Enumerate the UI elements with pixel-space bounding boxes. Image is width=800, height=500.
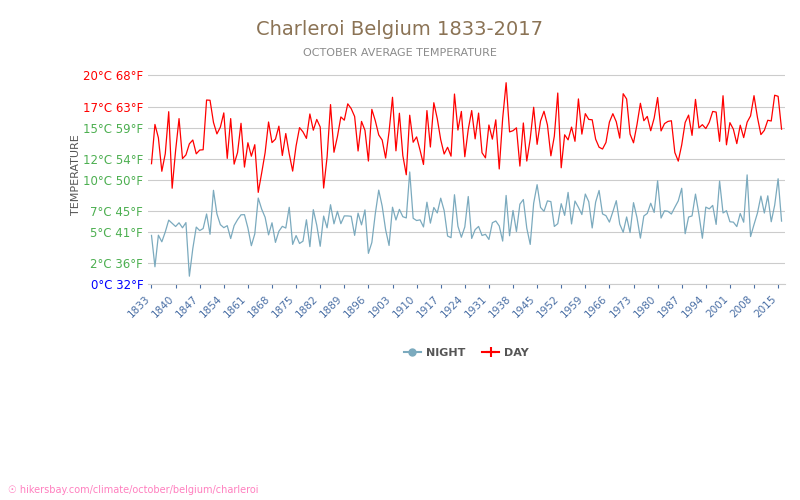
Text: Charleroi Belgium 1833-2017: Charleroi Belgium 1833-2017	[257, 20, 543, 39]
Text: ☉ hikersbay.com/climate/october/belgium/charleroi: ☉ hikersbay.com/climate/october/belgium/…	[8, 485, 258, 495]
Legend: NIGHT, DAY: NIGHT, DAY	[399, 343, 534, 362]
Y-axis label: TEMPERATURE: TEMPERATURE	[71, 134, 81, 215]
Text: OCTOBER AVERAGE TEMPERATURE: OCTOBER AVERAGE TEMPERATURE	[303, 48, 497, 58]
